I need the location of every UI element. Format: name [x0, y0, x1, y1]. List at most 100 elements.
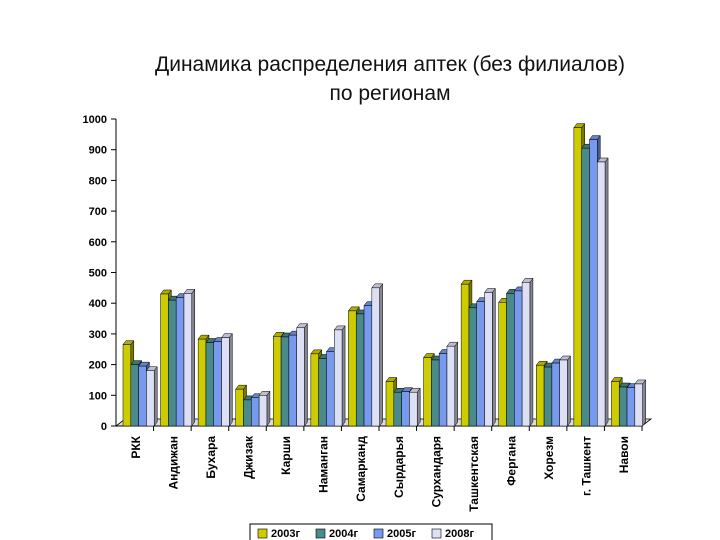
- bar-side-2008г: [454, 341, 459, 427]
- y-tick-label: 100: [89, 390, 107, 402]
- bar-2005г-РКК: [138, 365, 147, 427]
- bar-2005г-г. Ташкент: [589, 139, 598, 427]
- bar-2008г-Навои: [634, 383, 643, 427]
- bar-2004г-Наманган: [318, 358, 327, 427]
- bar-2008г-Андижан: [183, 293, 193, 427]
- bar-2008г-Сурхандаря: [446, 345, 456, 427]
- x-category-label: Фергана: [505, 436, 519, 486]
- bar-2003г-Навои: [611, 381, 620, 427]
- bar-side-2008г: [304, 323, 308, 427]
- bar-2008г-Сырдарья: [409, 391, 418, 427]
- bar-2005г-Фергана: [514, 290, 523, 427]
- legend-box: [249, 523, 493, 540]
- bar-2003г-Андижан: [160, 293, 169, 427]
- bar-side-2008г: [191, 288, 196, 427]
- y-tick-label: 300: [89, 329, 107, 341]
- x-category-label: Андижан: [166, 436, 180, 489]
- y-tick-label: 1000: [83, 114, 107, 126]
- legend-label: 2004г: [329, 528, 358, 540]
- bar-side-2008г: [642, 379, 646, 427]
- bar-side-2008г: [266, 390, 271, 427]
- legend-swatch: [315, 528, 326, 539]
- legend-label: 2005г: [387, 528, 416, 540]
- bar-2005г-Навои: [626, 387, 636, 427]
- bar-2003г-г. Ташкент: [573, 127, 582, 427]
- y-tick-label: 700: [89, 206, 107, 218]
- bar-2005г-Бухара: [213, 341, 222, 427]
- bar-2008г-г. Ташкент: [597, 161, 606, 427]
- x-category-label: Наманган: [317, 436, 331, 493]
- x-category-label: Хорезм: [542, 436, 556, 480]
- bar-2004г-Сурхандаря: [431, 359, 440, 427]
- y-tick-label: 500: [89, 268, 107, 280]
- x-category-label: Навои: [617, 436, 631, 473]
- bar-2005г-Наманган: [326, 351, 335, 427]
- x-category-label: Сырдарья: [392, 436, 406, 498]
- bar-side-2008г: [341, 325, 346, 427]
- bar-side-2008г: [492, 287, 496, 427]
- bar-2004г-РКК: [130, 364, 139, 427]
- y-tick-label: 900: [89, 145, 107, 157]
- x-category-label: Карши: [279, 436, 293, 475]
- bar-side-2008г: [604, 157, 609, 427]
- bar-2005г-Сырдарья: [401, 391, 410, 427]
- bar-side-2008г: [567, 355, 571, 427]
- legend-swatch: [257, 528, 268, 539]
- bar-2008г-Ташкентская: [484, 292, 493, 427]
- x-category-label: Самарканд: [354, 436, 368, 502]
- legend-swatch: [373, 528, 384, 539]
- bar-side-2008г: [379, 283, 383, 427]
- bar-2008г-Джизак: [258, 395, 268, 427]
- bar-2004г-Фергана: [506, 293, 515, 427]
- bar-2004г-Сырдарья: [393, 391, 402, 427]
- x-category-label: РКК: [129, 435, 143, 458]
- legend-label: 2003г: [271, 528, 300, 540]
- bar-2003г-Джизак: [235, 388, 244, 427]
- x-category-label: Сурхандаря: [429, 436, 443, 507]
- bar-2003г-Фергана: [498, 302, 507, 427]
- bar-2005г-Сурхандаря: [438, 353, 448, 427]
- x-category-label: Ташкентская: [467, 436, 481, 512]
- bar-2005г-Джизак: [251, 397, 260, 427]
- bar-2005г-Карши: [288, 334, 297, 427]
- bar-side-2008г: [416, 387, 421, 427]
- bar-2005г-Ташкентская: [476, 301, 485, 427]
- bar-2003г-Сурхандаря: [423, 357, 432, 427]
- y-tick-label: 0: [101, 421, 107, 433]
- legend-label: 2008г: [445, 528, 474, 540]
- bar-2004г-Бухара: [205, 342, 214, 427]
- x-category-label: г. Ташкент: [580, 436, 594, 496]
- x-category-label: Джизак: [242, 435, 256, 479]
- bar-2004г-Навои: [618, 386, 628, 427]
- bar-2008г-РКК: [146, 370, 155, 427]
- bar-2003г-РКК: [122, 344, 132, 427]
- bar-2008г-Хорезм: [559, 359, 568, 427]
- bar-2004г-Джизак: [243, 399, 252, 427]
- y-tick-label: 400: [89, 298, 107, 310]
- bar-2005г-Самарканд: [363, 305, 373, 427]
- bar-2003г-Наманган: [310, 353, 319, 427]
- chart-floor: [114, 418, 653, 427]
- bar-2008г-Бухара: [221, 337, 230, 427]
- bar-2008г-Самарканд: [371, 287, 380, 427]
- bar-2003г-Ташкентская: [460, 283, 470, 427]
- bar-2003г-Самарканд: [348, 310, 357, 427]
- bar-2008г-Карши: [296, 327, 305, 427]
- bar-2005г-Хорезм: [551, 362, 560, 427]
- bar-2004г-г. Ташкент: [581, 147, 590, 427]
- x-category-label: Бухара: [204, 436, 218, 479]
- bar-2008г-Фергана: [521, 282, 531, 427]
- bar-2004г-Ташкентская: [468, 307, 477, 427]
- bar-2004г-Карши: [280, 336, 290, 427]
- bar-side-2008г: [229, 332, 233, 427]
- bar-side-2008г: [529, 277, 534, 427]
- y-tick-label: 200: [89, 360, 107, 372]
- bar-2004г-Андижан: [168, 299, 177, 427]
- bar-2004г-Самарканд: [355, 313, 365, 427]
- bar-2003г-Сырдарья: [385, 381, 395, 427]
- bar-2008г-Наманган: [334, 329, 343, 427]
- bar-2003г-Бухара: [197, 338, 207, 427]
- bar-2003г-Хорезм: [536, 364, 545, 427]
- bar-2003г-Карши: [273, 336, 282, 427]
